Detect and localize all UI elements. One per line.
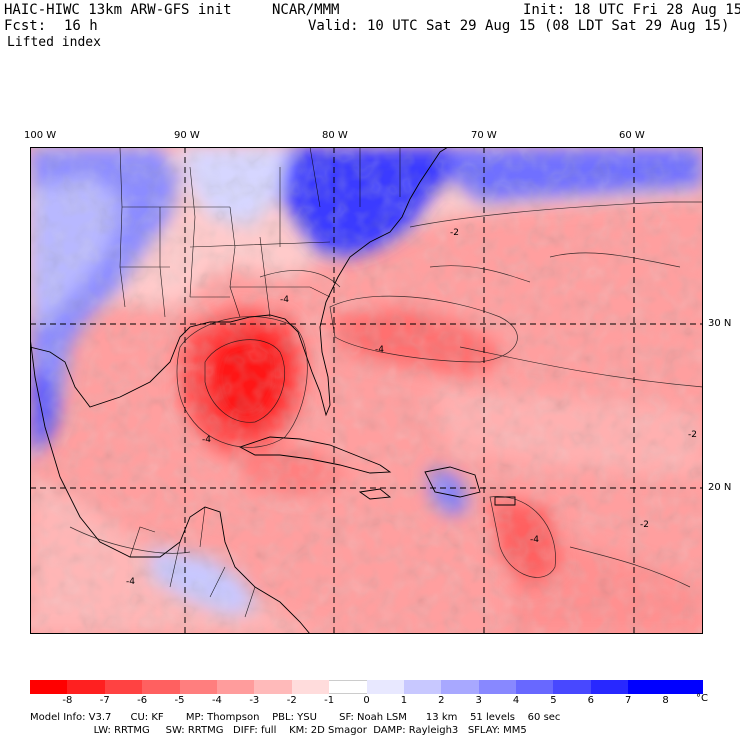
colorbar-swatch: [590, 680, 629, 694]
colorbar-tick-label: 6: [587, 695, 595, 706]
lon-label-70w: 70 W: [471, 130, 497, 141]
puerto-rico-outline: [494, 496, 516, 506]
contour-minus6-gulf: [204, 339, 285, 423]
colorbar-swatch: [216, 680, 255, 694]
lat-label-20n: 20 N: [708, 482, 732, 493]
jamaica-outline: [358, 488, 392, 500]
lon-label-90w: 90 W: [174, 130, 200, 141]
colorbar-tick-label: 2: [438, 695, 445, 706]
colorbar-swatch: [516, 680, 554, 694]
field-texture: [30, 147, 703, 634]
colorbar-swatch: [30, 680, 68, 694]
colorbar-swatch: [553, 680, 592, 694]
colorbar-swatch: [478, 680, 517, 694]
colorbar-tick-label: -3: [249, 695, 260, 706]
latlon-grid: [30, 147, 703, 634]
lon-label-80w: 80 W: [322, 130, 348, 141]
colorbar-swatch: [366, 680, 405, 694]
contour-minus2-north: [409, 201, 703, 228]
contour-label: -4: [202, 435, 211, 445]
colorbar-swatch: [628, 680, 667, 694]
lifted-index-map: -2 -2 -4 -4 -4 -4 -2 -4: [30, 147, 703, 634]
contour-atlantic-a: [549, 252, 681, 268]
colorbar-tick-label: 5: [550, 695, 557, 706]
colorbar-tick-label: 7: [625, 695, 632, 706]
colorbar-swatch: [441, 680, 480, 694]
colorbar-tick-label: -5: [174, 695, 185, 706]
cuba-outline: [238, 436, 392, 474]
colorbar-tick-label: -2: [286, 695, 297, 706]
model-info-line1: Model Info: V3.7 CU: KF MP: Thompson PBL…: [30, 712, 561, 723]
contour-minus4-gulf: [176, 316, 308, 448]
colorbar-unit: °C: [696, 693, 708, 704]
lon-label-100w: 100 W: [24, 130, 57, 141]
contour-minus2-east: [459, 346, 703, 388]
colorbar-tick-label: 4: [512, 695, 520, 706]
colorbar-swatch: [142, 680, 181, 694]
colorbar-swatch: [291, 680, 330, 694]
map-frame: [30, 147, 703, 634]
colorbar-swatch: [179, 680, 218, 694]
forecast-hour: 16 h: [64, 18, 98, 34]
contour-mexico: [69, 526, 191, 554]
forecast-label: Fcst:: [4, 18, 47, 34]
hispaniola-outline: [424, 466, 481, 498]
colorbar-tick-label: 3: [475, 695, 482, 706]
colorbar-swatch: [403, 680, 442, 694]
colorbar-tick-label: -7: [99, 695, 110, 706]
lon-label-60w: 60 W: [619, 130, 645, 141]
contour-minus4-bahamas: [329, 295, 518, 363]
colorbar-tick-label: -4: [211, 695, 222, 706]
colorbar-tick-label: 8: [662, 695, 669, 706]
state-borders: [119, 147, 401, 618]
valid-time: Valid: 10 UTC Sat 29 Aug 15 (08 LDT Sat …: [308, 18, 730, 34]
contour-se-caribbean: [569, 546, 691, 588]
lat-label-30n: 30 N: [708, 318, 732, 329]
contour-label: -2: [688, 430, 697, 440]
contour-label: -2: [640, 520, 649, 530]
contour-label: -4: [280, 295, 289, 305]
central-america-borders: [129, 506, 256, 618]
colorbar-swatch: [665, 680, 704, 694]
colorbar-tick-label: 1: [400, 695, 408, 706]
contour-label: -4: [530, 535, 539, 545]
us-state-lines: [119, 147, 401, 318]
colorbar-tick-label: -8: [62, 695, 73, 706]
contour-label: -4: [375, 345, 384, 355]
init-time: Init: 18 UTC Fri 28 Aug 15: [523, 2, 740, 18]
contour-label: -2: [450, 228, 459, 238]
field-name: Lifted index: [7, 35, 101, 50]
contour-minus4-caribbean: [489, 496, 556, 578]
colorbar-tick-label: -1: [324, 695, 335, 706]
org-label: NCAR/MMM: [272, 2, 340, 18]
colorbar-swatch: [104, 680, 143, 694]
colorbar-tick-label: -6: [137, 695, 148, 706]
gulf-and-east-coast: [30, 147, 449, 417]
colorbar-tick-label: 0: [363, 695, 370, 706]
colorbar-swatch: [254, 680, 293, 694]
colorbar-swatch: [67, 680, 106, 694]
model-title: HAIC-HIWC 13km ARW-GFS init: [4, 2, 232, 18]
colorbar-swatch: [329, 680, 367, 694]
contour-label: -4: [126, 577, 135, 587]
model-info-line2: LW: RRTMG SW: RRTMG DIFF: full KM: 2D Sm…: [30, 725, 527, 736]
